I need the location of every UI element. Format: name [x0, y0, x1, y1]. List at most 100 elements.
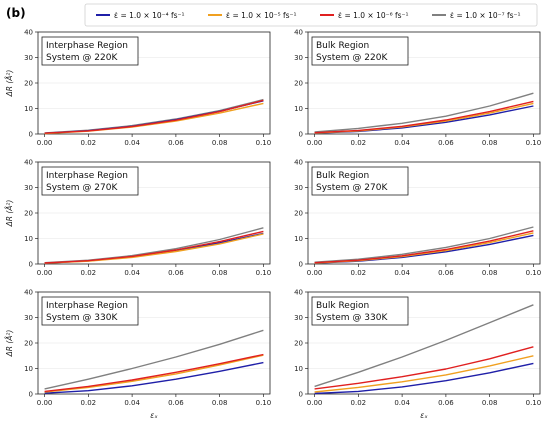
x-tick-label: 0.00: [307, 399, 323, 407]
x-tick-label: 0.10: [256, 399, 272, 407]
x-tick-label: 0.06: [438, 139, 454, 147]
series-line: [314, 304, 534, 388]
series-line: [44, 354, 264, 393]
y-tick-label: 40: [24, 159, 33, 167]
legend: ε̇ = 1.0 × 10⁻⁴ fs⁻¹ ε̇ = 1.0 × 10⁻⁵ fs⁻¹…: [84, 3, 538, 27]
y-tick-label: 10: [294, 365, 303, 373]
annotation-text: System @ 220K: [316, 53, 388, 63]
y-tick-label: 10: [24, 105, 33, 113]
subplot: 0 10 20 30 40 0.00 0.02 0.04 0.06 0.08 0.10 Bulk Re…: [294, 289, 541, 421]
annotation-text: System @ 270K: [46, 183, 118, 193]
annotation-box: [311, 36, 409, 66]
y-tick-label: 0: [299, 131, 303, 139]
x-tick-label: 0.04: [124, 139, 140, 147]
x-tick-label: 0.08: [212, 399, 228, 407]
y-tick-label: 20: [24, 210, 33, 218]
x-tick-label: 0.08: [482, 139, 498, 147]
legend-entry: ε̇ = 1.0 × 10⁻⁶ fs⁻¹: [338, 11, 409, 20]
panel-label: (b): [6, 6, 26, 20]
series-line: [314, 100, 534, 134]
y-axis-label: ΔR (Å²): [5, 70, 14, 98]
x-tick-label: 0.04: [394, 139, 410, 147]
annotation-box: [311, 296, 409, 326]
y-tick-label: 20: [294, 80, 303, 88]
x-tick-label: 0.02: [81, 139, 97, 147]
annotation-text: Interphase Region: [46, 171, 128, 181]
annotation-text: System @ 270K: [316, 183, 388, 193]
y-tick-label: 10: [294, 235, 303, 243]
x-tick-label: 0.02: [351, 399, 367, 407]
x-tick-label: 0.02: [81, 269, 97, 277]
x-tick-label: 0.10: [256, 269, 272, 277]
series-line: [44, 329, 264, 390]
annotation-text: System @ 220K: [46, 53, 118, 63]
series-line: [314, 230, 534, 264]
x-tick-label: 0.04: [394, 269, 410, 277]
y-tick-label: 0: [299, 391, 303, 399]
annotation-box: [311, 166, 409, 196]
y-tick-label: 0: [29, 131, 33, 139]
x-tick-label: 0.04: [394, 399, 410, 407]
subplot: 0 10 20 30 40 0.00 0.02 0.04 0.06 0.08 0.10 Interph…: [5, 159, 271, 278]
legend-entry: ε̇ = 1.0 × 10⁻⁷ fs⁻¹: [450, 11, 521, 20]
series-line: [44, 99, 264, 134]
series-line: [314, 102, 534, 134]
y-tick-label: 30: [24, 314, 33, 322]
y-tick-label: 20: [294, 210, 303, 218]
x-tick-label: 0.00: [37, 269, 53, 277]
x-tick-label: 0.10: [526, 139, 542, 147]
legend-entry: ε̇ = 1.0 × 10⁻⁴ fs⁻¹: [114, 11, 185, 20]
annotation-text: Interphase Region: [46, 41, 128, 51]
y-tick-label: 30: [294, 314, 303, 322]
annotation-text: Bulk Region: [316, 41, 369, 51]
subplot: 0 10 20 30 40 0.00 0.02 0.04 0.06 0.08 0.10 Interph…: [5, 289, 271, 421]
x-tick-label: 0.02: [351, 139, 367, 147]
x-tick-label: 0.02: [81, 399, 97, 407]
annotation-box: [41, 296, 139, 326]
x-tick-label: 0.00: [37, 399, 53, 407]
x-tick-label: 0.10: [526, 269, 542, 277]
y-tick-label: 30: [294, 184, 303, 192]
y-axis-label: ΔR (Å²): [5, 330, 14, 358]
series-line: [314, 362, 534, 395]
y-tick-label: 20: [24, 340, 33, 348]
annotation-text: Bulk Region: [316, 301, 369, 311]
subplot: 0 10 20 30 40 0.00 0.02 0.04 0.06 0.08 0.10 Bulk Re…: [294, 29, 541, 148]
annotation-box: [41, 166, 139, 196]
x-tick-label: 0.06: [438, 399, 454, 407]
y-tick-label: 30: [24, 184, 33, 192]
series-line: [44, 353, 264, 393]
y-tick-label: 20: [24, 80, 33, 88]
y-tick-label: 40: [294, 29, 303, 37]
x-axis-label: εₓ: [150, 411, 158, 420]
subplot: 0 10 20 30 40 0.00 0.02 0.04 0.06 0.08 0.10 Interph…: [5, 29, 271, 148]
y-tick-label: 10: [24, 365, 33, 373]
y-tick-label: 0: [299, 261, 303, 269]
series-line: [314, 92, 534, 133]
x-tick-label: 0.06: [168, 399, 184, 407]
annotation-text: Bulk Region: [316, 171, 369, 181]
series-line: [44, 232, 264, 264]
x-tick-label: 0.02: [351, 269, 367, 277]
x-tick-label: 0.00: [37, 139, 53, 147]
annotation-text: System @ 330K: [46, 313, 118, 323]
series-line: [314, 346, 534, 390]
series-line: [44, 227, 264, 264]
y-tick-label: 20: [294, 340, 303, 348]
x-tick-label: 0.08: [482, 399, 498, 407]
series-line: [314, 232, 534, 264]
y-tick-label: 40: [24, 289, 33, 297]
subplot: 0 10 20 30 40 0.00 0.02 0.04 0.06 0.08 0.10 Bulk Re…: [294, 159, 541, 278]
x-tick-label: 0.10: [256, 139, 272, 147]
y-axis-label: ΔR (Å²): [5, 200, 14, 228]
panels: 0 10 20 30 40 0.00 0.02 0.04 0.06 0.08 0.10 Interph…: [5, 29, 541, 421]
series-line: [44, 230, 264, 264]
x-tick-label: 0.04: [124, 269, 140, 277]
y-tick-label: 40: [24, 29, 33, 37]
x-axis-label: εₓ: [420, 411, 428, 420]
legend-entry: ε̇ = 1.0 × 10⁻⁵ fs⁻¹: [226, 11, 297, 20]
legend-frame: [84, 3, 538, 27]
series-line: [314, 355, 534, 393]
annotation-text: System @ 330K: [316, 313, 388, 323]
